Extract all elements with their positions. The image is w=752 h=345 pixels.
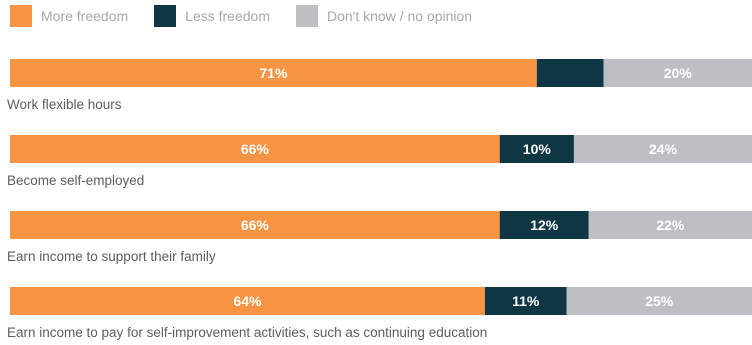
data-label: 20% <box>664 65 693 81</box>
bar-segment <box>10 211 500 239</box>
bar-segment <box>499 135 574 163</box>
data-label: 66% <box>241 141 270 157</box>
legend-item-more-freedom: More freedom <box>10 5 128 27</box>
bar-segment <box>499 211 589 239</box>
data-label: 24% <box>649 141 678 157</box>
data-label: 25% <box>645 293 674 309</box>
data-label: 64% <box>233 293 262 309</box>
category-label: Earn income to pay for self-improvement … <box>7 325 487 340</box>
bar-segment <box>536 59 604 87</box>
legend: More freedom Less freedom Don't know / n… <box>10 5 498 27</box>
data-label: 66% <box>241 217 270 233</box>
data-label: 10% <box>523 141 552 157</box>
category-label: Become self-employed <box>7 173 144 188</box>
legend-item-less-freedom: Less freedom <box>154 5 270 27</box>
bar-segment <box>566 287 752 315</box>
legend-swatch-less-freedom <box>154 5 177 27</box>
bar-segment <box>10 135 500 163</box>
bar-segment <box>10 59 537 87</box>
legend-label-more-freedom: More freedom <box>41 8 129 24</box>
category-label: Work flexible hours <box>7 97 122 112</box>
data-label: 71% <box>259 65 288 81</box>
bar-segment <box>484 287 567 315</box>
legend-swatch-dont-know <box>295 5 318 27</box>
data-label: 12% <box>530 217 559 233</box>
data-label: 22% <box>656 217 685 233</box>
data-label: 11% <box>512 293 540 309</box>
bar-segment <box>573 135 752 163</box>
bar-segment <box>603 59 752 87</box>
category-label: Earn income to support their family <box>7 249 216 264</box>
bar-segment <box>10 287 485 315</box>
bar-segment <box>588 211 752 239</box>
legend-label-dont-know: Don't know / no opinion <box>326 8 473 24</box>
legend-label-less-freedom: Less freedom <box>185 8 270 24</box>
legend-swatch-more-freedom <box>10 5 32 27</box>
legend-item-dont-know: Don't know / no opinion <box>295 5 473 27</box>
